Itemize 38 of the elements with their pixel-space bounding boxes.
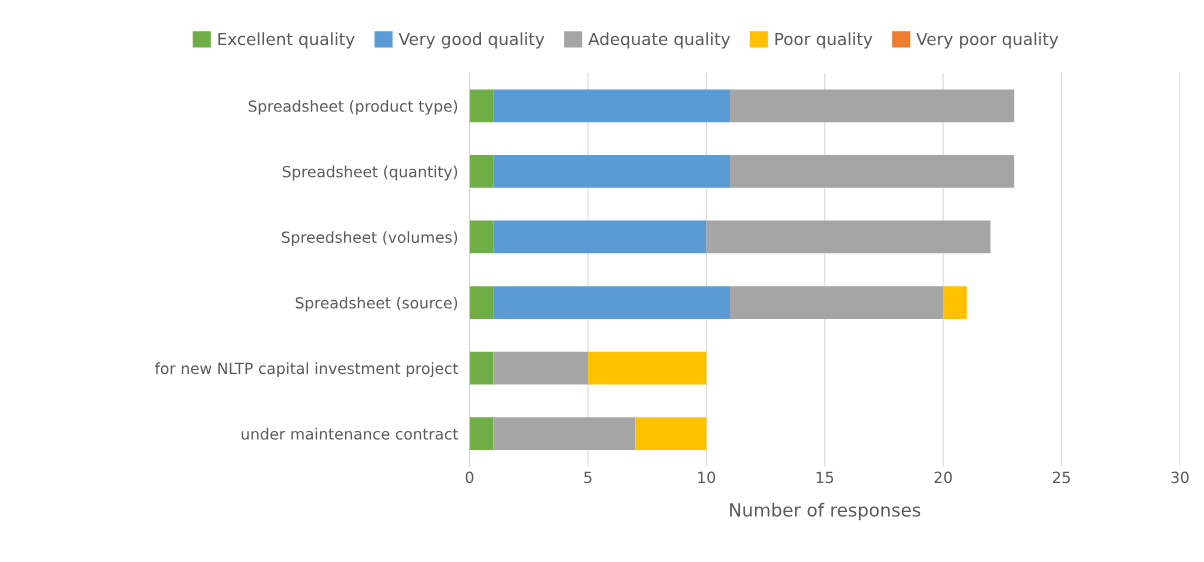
x-tick-label: 30 (1171, 471, 1189, 484)
bar (730, 155, 1015, 188)
legend-label: Poor quality (775, 32, 873, 49)
bar (493, 89, 731, 123)
bar (493, 417, 636, 451)
y-tick-label: Spreadsheet (product type) (248, 100, 458, 115)
x-tick-label: 10 (698, 471, 716, 484)
legend-label: Very good quality (398, 32, 545, 49)
bar (730, 89, 1015, 123)
bar (469, 89, 494, 123)
x-tick-label: 0 (465, 471, 474, 484)
x-tick-label: 20 (934, 471, 952, 484)
bar (493, 155, 731, 188)
bar (943, 286, 967, 319)
bar (493, 351, 588, 385)
bar (587, 351, 707, 385)
bar (469, 286, 494, 319)
legend-label: Excellent quality (218, 32, 355, 49)
bar (469, 155, 494, 188)
x-tick-label: 25 (1052, 471, 1070, 484)
legend-label: Adequate quality (588, 32, 731, 49)
bar (730, 286, 944, 319)
y-tick-label: Spreedsheet (volumes) (281, 231, 458, 246)
bar (635, 417, 707, 451)
x-axis-title: Number of responses (730, 502, 921, 521)
bar (469, 417, 494, 451)
y-tick-label: Spreadsheet (source) (295, 296, 458, 312)
x-tick-label: 15 (816, 471, 834, 484)
y-tick-label: for new NLTP capital investment project (154, 362, 459, 378)
bar (469, 220, 494, 254)
y-tick-label: Spreadsheet (quantity) (282, 165, 458, 181)
legend-label: Very poor quality (916, 32, 1059, 49)
bar (706, 220, 991, 254)
bar (493, 220, 707, 254)
bar (493, 286, 731, 319)
bar (469, 351, 494, 385)
x-tick-label: 5 (584, 471, 592, 484)
y-tick-label: under maintenance contract (241, 427, 459, 440)
